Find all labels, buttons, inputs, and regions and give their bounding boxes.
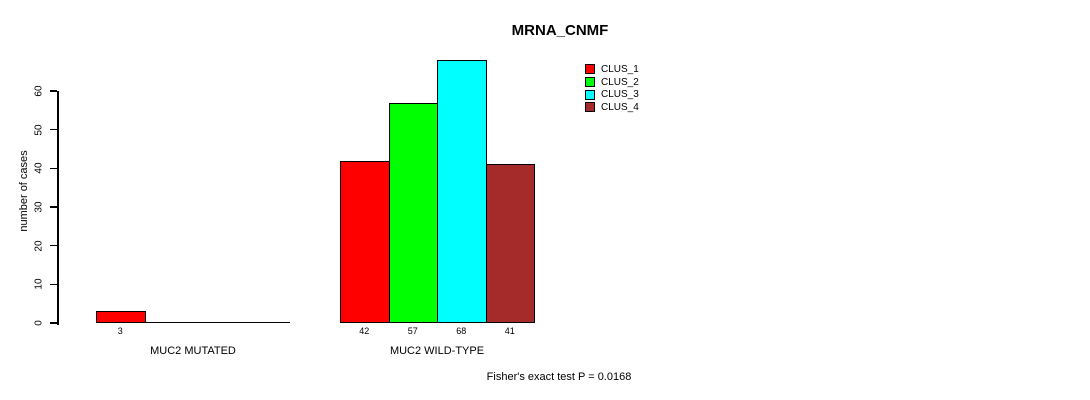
bar-value-label: 42 [359,326,370,336]
y-axis-tick [50,167,57,170]
bar-clus_3 [437,60,487,323]
legend-item-clus_4: CLUS_4 [585,101,639,114]
legend-swatch [585,77,595,88]
y-tick-label: 50 [33,124,45,136]
y-axis-tick [50,322,57,324]
bar-value-label: 68 [456,326,467,336]
legend-label: CLUS_4 [601,101,639,113]
legend-swatch [585,64,595,75]
y-tick-label: 0 [33,320,45,326]
legend-item-clus_3: CLUS_3 [585,88,639,101]
y-axis-tick [50,244,57,247]
y-axis-line [57,91,59,325]
y-axis-tick [50,128,57,131]
legend-label: CLUS_3 [601,89,639,101]
x-axis-baseline [96,321,290,323]
legend-swatch [585,102,595,113]
y-tick-label: 30 [33,201,45,213]
bar-value-label: 3 [117,326,123,336]
chart-title: MRNA_CNMF [511,22,609,39]
legend-label: CLUS_2 [601,76,639,88]
y-axis-tick [50,283,57,286]
y-tick-label: 10 [33,278,45,290]
y-axis-tick [50,206,57,208]
bar-value-label: 57 [407,326,418,336]
bar-clus_2 [388,102,438,323]
group-label: MUC2 WILD-TYPE [389,345,485,357]
y-axis-tick [50,90,57,92]
legend: CLUS_1 CLUS_2 CLUS_3 CLUS_4 [585,63,639,114]
legend-item-clus_1: CLUS_1 [585,63,639,76]
y-axis-label: number of cases [18,150,30,232]
legend-label: CLUS_1 [601,63,639,75]
bar-clus_1 [340,160,390,323]
legend-item-clus_2: CLUS_2 [585,76,639,89]
group-label: MUC2 MUTATED [150,345,236,357]
legend-swatch [585,89,595,100]
bar-clus_1 [96,311,146,323]
y-tick-label: 20 [33,240,45,252]
bar-clus_4 [485,164,535,323]
bar-value-label: 41 [504,326,515,336]
y-tick-label: 60 [33,85,45,97]
y-tick-label: 40 [33,162,45,174]
fisher-test-note: Fisher's exact test P = 0.0168 [486,371,632,383]
